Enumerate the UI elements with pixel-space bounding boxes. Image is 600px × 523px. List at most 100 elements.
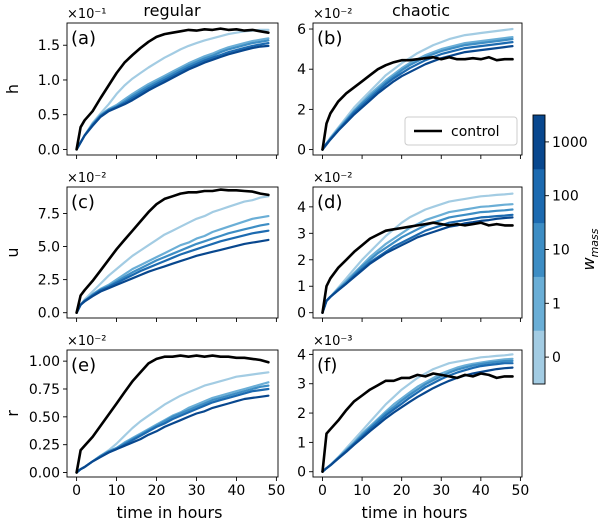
y-tick-label: 1: [297, 279, 306, 295]
colorbar-tick-label: 1000: [552, 135, 588, 151]
x-tick-label: 20: [148, 483, 166, 499]
y-offset-label: ×10⁻²: [67, 171, 107, 186]
y-tick-label: 4: [297, 200, 306, 216]
panel-e: 0 10 20 30 40 50 0.00 0.25 0.50 0.75 1.00 ×10⁻² (e) r…: [3, 334, 285, 522]
axes-frame: [66, 349, 279, 478]
y-tick-label: 3: [297, 377, 306, 393]
y-offset-label: ×10⁻³: [313, 334, 353, 349]
x-tick-label: 10: [108, 483, 126, 499]
y-offset-label: ×10⁻²: [313, 7, 353, 22]
series-line-wmass-0: [321, 192, 514, 314]
axes-frame: [66, 22, 279, 156]
x-tick-label: 50: [512, 483, 530, 499]
colorbar-label-sub: mass: [588, 228, 600, 257]
panel-label: (e): [71, 355, 96, 376]
y-tick-label: 1.00: [29, 354, 60, 370]
series-line-control: [321, 55, 514, 151]
y-tick-label: 0.00: [29, 466, 60, 482]
series-lines: [321, 192, 514, 314]
series-lines: [75, 188, 270, 314]
series-line-wmass-1000: [75, 44, 270, 151]
colorbar-label: wmass: [579, 228, 600, 270]
x-tick-label: 30: [432, 483, 450, 499]
column-title-regular: regular: [143, 1, 201, 20]
colorbar-tick-label: 0: [552, 350, 561, 366]
legend-box: [404, 116, 518, 146]
x-tick-label: 0: [72, 483, 81, 499]
panel-label: (f): [317, 355, 337, 376]
series-line-wmass-1000: [75, 238, 270, 314]
y-tick-label: 1: [297, 435, 306, 451]
series-line-wmass-100: [321, 362, 514, 473]
series-line-wmass-1000: [321, 216, 514, 314]
x-tick-label: 30: [188, 483, 206, 499]
series-line-wmass-1: [75, 37, 270, 151]
x-tick-label: 0: [318, 483, 327, 499]
series-line-wmass-0: [75, 195, 270, 314]
axes-frame: [66, 186, 279, 319]
panel-c: 0.0 2.5 5.0 7.5 ×10⁻² (c) u: [3, 171, 279, 322]
colorbar-frame: [532, 114, 546, 385]
legend: control: [404, 116, 518, 146]
y-axis-label: u: [3, 247, 22, 257]
x-tick-label: 10: [353, 483, 371, 499]
y-tick-label: 0: [297, 465, 306, 481]
y-tick-label: 0: [297, 306, 306, 322]
colorbar-label-main: w: [579, 257, 598, 271]
colorbar-tick-label: 1: [552, 296, 561, 312]
y-tick-label: 3: [297, 226, 306, 242]
panel-a: 0.0 0.5 1.0 1.5 ×10⁻¹ (a) h: [3, 7, 279, 159]
series-lines: [75, 27, 270, 151]
colorbar-segment-100: [533, 168, 545, 224]
y-tick-label: 7.5: [38, 206, 60, 222]
colorbar-tick-label: 100: [552, 189, 579, 205]
y-tick-label: 0.5: [38, 108, 60, 124]
series-line-control: [75, 188, 270, 314]
column-title-chaotic: chaotic: [392, 1, 450, 20]
colorbar-tick-label: 10: [552, 243, 570, 259]
series-line-wmass-0: [321, 27, 514, 151]
y-tick-label: 2: [297, 406, 306, 422]
y-tick-label: 0.75: [29, 382, 60, 398]
series-line-control: [321, 372, 514, 473]
panel-f: 0 10 20 30 40 50 0 1 2 3 4 ×10⁻³ (f) time in hours: [297, 334, 529, 522]
panel-label: (b): [317, 28, 342, 49]
y-offset-label: ×10⁻¹: [67, 7, 107, 22]
axes-frame: [312, 22, 523, 156]
series-line-control: [321, 221, 514, 314]
panel-label: (c): [71, 192, 95, 213]
series-line-wmass-100: [75, 229, 270, 314]
colorbar: 0 1 10 100 1000 wmass: [532, 114, 600, 385]
series-line-wmass-10: [75, 39, 270, 151]
series-line-wmass-1000: [75, 394, 270, 474]
colorbar-segment-0: [533, 330, 545, 385]
y-tick-label: 1.5: [38, 38, 60, 54]
y-tick-label: 4: [297, 347, 306, 363]
legend-label-control: control: [451, 124, 500, 140]
panel-d: 0 1 2 3 4 ×10⁻² (d): [297, 171, 523, 322]
y-offset-label: ×10⁻²: [313, 171, 353, 186]
y-tick-label: 1.0: [38, 73, 60, 89]
colorbar-segment-10: [533, 222, 545, 277]
axes-frame: [312, 186, 523, 319]
y-tick-label: 0.0: [38, 142, 60, 158]
x-tick-label: 20: [393, 483, 411, 499]
y-tick-label: 0.50: [29, 410, 60, 426]
panel-label: (d): [317, 192, 342, 213]
colorbar-segment-1000: [533, 115, 545, 170]
series-lines: [321, 353, 514, 473]
series-line-wmass-1000: [321, 366, 514, 473]
series-lines: [75, 354, 270, 474]
x-tick-label: 40: [228, 483, 246, 499]
x-tick-label: 50: [267, 483, 285, 499]
y-tick-label: 2: [297, 102, 306, 118]
colorbar-segment-1: [533, 276, 545, 331]
y-tick-label: 6: [297, 22, 306, 38]
panel-b: 0 2 4 6 ×10⁻² (b) control: [297, 7, 523, 159]
x-tick-label: 40: [472, 483, 490, 499]
series-line-wmass-0: [75, 28, 270, 151]
y-tick-label: 2.5: [38, 273, 60, 289]
series-line-wmass-1000: [321, 45, 514, 151]
series-line-control: [75, 354, 270, 474]
y-offset-label: ×10⁻²: [67, 334, 107, 349]
